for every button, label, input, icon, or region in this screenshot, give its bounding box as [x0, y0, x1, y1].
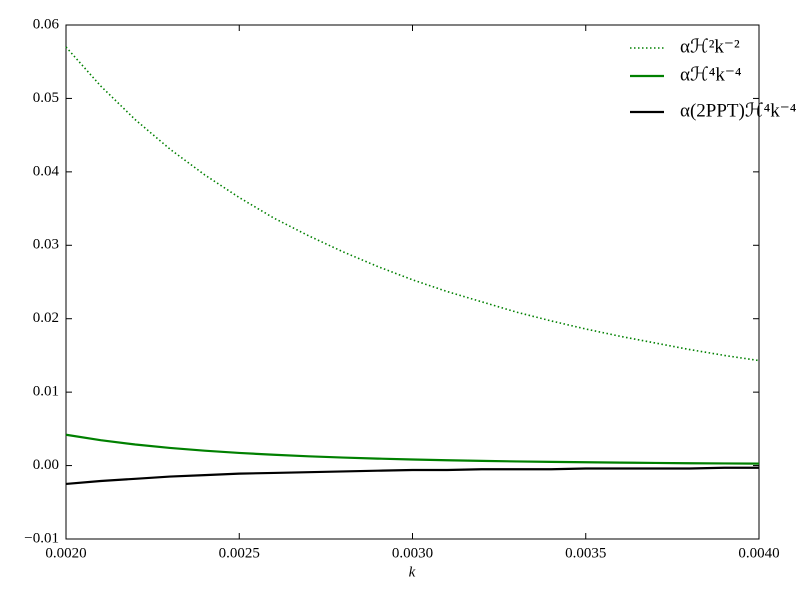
series-line	[65, 433, 760, 465]
y-tick-label: 0.03	[33, 237, 59, 253]
legend-label: α(2PPT)ℋ⁴k⁻⁴	[680, 100, 797, 121]
series-line	[65, 46, 760, 362]
x-tick-label: 0.0025	[219, 545, 260, 561]
y-tick-label: 0.02	[33, 310, 59, 326]
series-line	[65, 466, 759, 486]
legend-label: αℋ⁴k⁻⁴	[680, 64, 742, 85]
y-tick-label: 0.06	[33, 16, 60, 32]
x-tick-label: 0.0030	[392, 545, 433, 561]
x-tick-label: 0.0035	[565, 545, 606, 561]
x-tick-label: 0.0040	[738, 545, 779, 561]
x-tick-label: 0.0020	[45, 545, 86, 561]
y-tick-label: 0.04	[33, 163, 60, 179]
x-axis-label: k	[409, 564, 416, 580]
y-tick-label: −0.01	[24, 530, 59, 546]
y-tick-label: 0.05	[33, 90, 59, 106]
legend-label: αℋ²k⁻²	[680, 36, 740, 57]
y-tick-label: 0.01	[33, 384, 59, 400]
y-tick-label: 0.00	[33, 457, 59, 473]
